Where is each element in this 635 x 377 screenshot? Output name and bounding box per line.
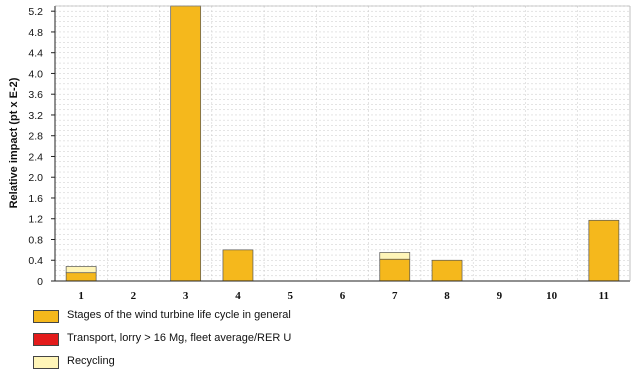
x-tick-label: 6 — [340, 290, 346, 300]
bar-segment-life-cycle — [379, 258, 411, 282]
x-tick-label: 7 — [392, 290, 398, 300]
y-tick-label: 2.4 — [28, 151, 43, 163]
bar-segment-recycling — [65, 266, 97, 274]
y-tick-label: 2.0 — [28, 172, 43, 184]
bar-segment-recycling — [379, 252, 411, 260]
y-axis-label: Relative impact (pt x E-2) — [8, 77, 20, 208]
x-tick-labels: 1 2 3 4 5 6 7 8 9 10 11 — [78, 290, 609, 300]
x-tick-label: 10 — [546, 290, 558, 300]
bar-chart: 0 0.4 0.8 1.2 1.6 2.0 2.4 2.8 3.2 3.6 4.0 4.4 4.8 5.2… — [8, 5, 631, 300]
y-tick-label: 0 — [37, 276, 43, 288]
y-tick-label: 0.4 — [28, 255, 43, 267]
x-tick-label: 4 — [235, 290, 241, 300]
x-tick-label: 5 — [287, 290, 293, 300]
x-tick-label: 1 — [78, 290, 84, 300]
y-tick-label: 4.0 — [28, 68, 43, 80]
y-tick-label: 1.6 — [28, 193, 43, 205]
y-tick-label: 3.2 — [28, 110, 43, 122]
bar-segment-life-cycle — [65, 272, 97, 282]
y-tick-labels: 0 0.4 0.8 1.2 1.6 2.0 2.4 2.8 3.2 3.6 4.0 4.4 4.8 5.2 — [28, 6, 55, 288]
legend-label-recycling: Recycling — [67, 355, 115, 367]
gridlines — [55, 5, 630, 281]
legend-swatch-transport — [33, 333, 59, 346]
x-tick-label: 11 — [599, 290, 609, 300]
bar-segment-life-cycle — [222, 249, 254, 282]
bar-segment-life-cycle — [588, 219, 620, 282]
y-tick-label: 4.8 — [28, 27, 43, 39]
x-tick-label: 9 — [497, 290, 503, 300]
bar-segment-life-cycle — [170, 5, 202, 282]
bar-segment-life-cycle — [431, 259, 463, 282]
y-tick-label: 3.6 — [28, 89, 43, 101]
y-tick-label: 2.8 — [28, 131, 43, 143]
axes — [54, 5, 631, 282]
legend-swatch-life-cycle — [33, 310, 59, 323]
legend-swatch-recycling — [33, 356, 59, 369]
y-tick-label: 1.2 — [28, 214, 43, 226]
y-tick-label: 0.8 — [28, 234, 43, 246]
legend-label-transport: Transport, lorry > 16 Mg, fleet average/… — [67, 332, 292, 344]
bars — [65, 5, 620, 282]
legend-label-life-cycle: Stages of the wind turbine life cycle in… — [67, 309, 291, 321]
y-tick-label: 4.4 — [28, 48, 43, 60]
x-tick-label: 3 — [183, 290, 189, 300]
x-tick-label: 8 — [444, 290, 450, 300]
x-tick-label: 2 — [131, 290, 137, 300]
y-tick-label: 5.2 — [28, 6, 43, 18]
